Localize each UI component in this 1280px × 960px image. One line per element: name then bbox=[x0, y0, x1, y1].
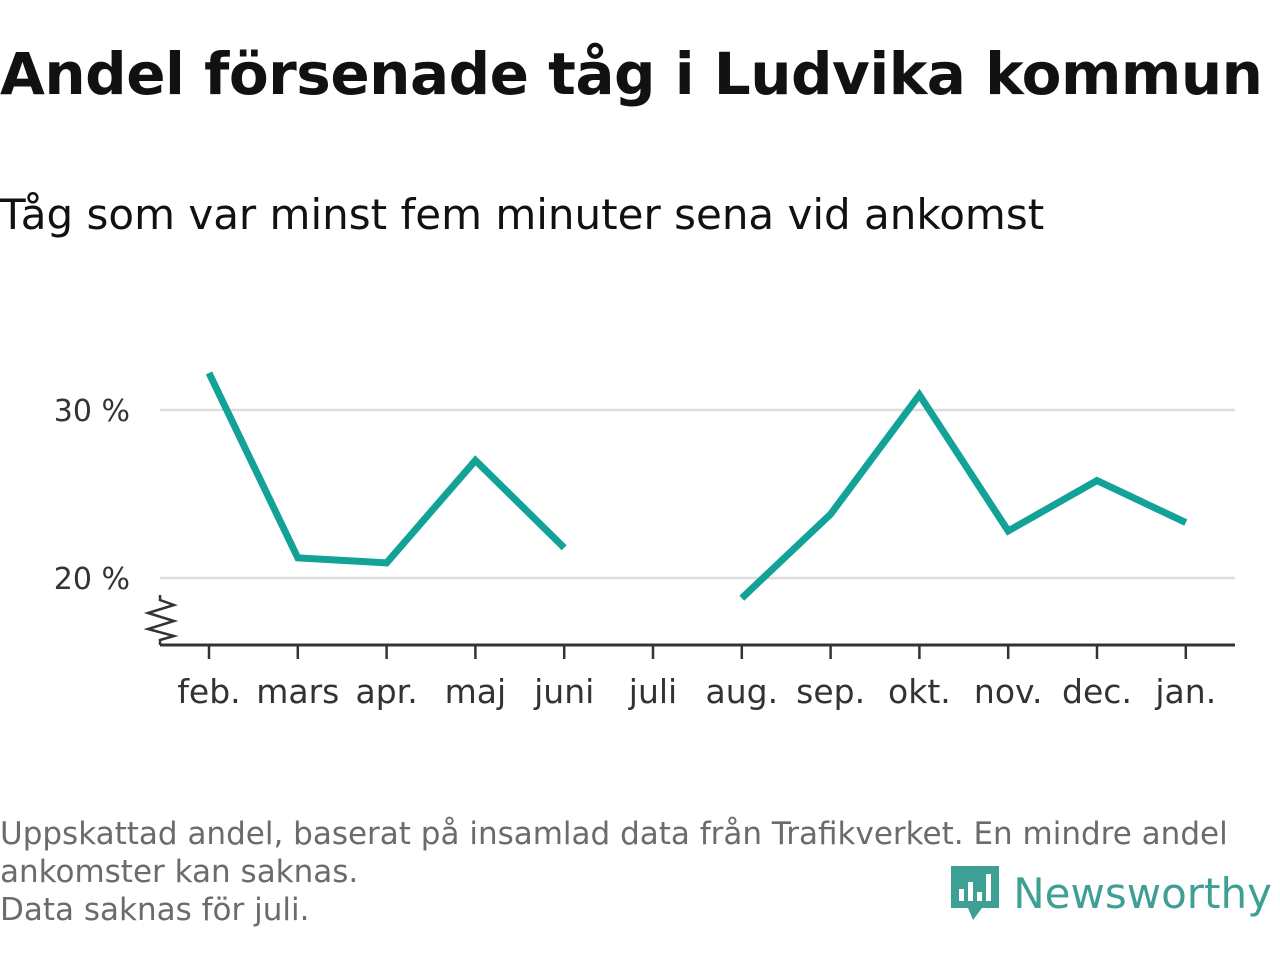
axis-break-mark bbox=[143, 595, 179, 645]
footnote-line-3: Data saknas för juli. bbox=[0, 892, 310, 928]
chart-title: Andel försenade tåg i Ludvika kommun bbox=[0, 40, 1263, 108]
series-line-segment bbox=[739, 388, 1188, 601]
gridlines bbox=[160, 408, 1235, 580]
line-chart: 20 % 30 % feb. mars apr. maj juni juli aug. sep.… bbox=[54, 371, 1235, 711]
brand-logo: Newsworthy bbox=[949, 862, 1272, 924]
x-tick-label: sep. bbox=[796, 672, 865, 711]
x-tick-label: mars bbox=[256, 672, 339, 711]
chart-subtitle: Tåg som var minst fem minuter sena vid a… bbox=[0, 190, 1045, 239]
newsworthy-logo-icon bbox=[951, 866, 1000, 920]
footnote: Uppskattad andel, baserat på insamlad da… bbox=[0, 815, 1270, 929]
x-tick-label: juli bbox=[628, 672, 677, 711]
x-tick-label: nov. bbox=[974, 672, 1043, 711]
brand-name: Newsworthy bbox=[1013, 868, 1272, 918]
series-line-segment bbox=[205, 371, 567, 567]
x-tick-label: dec. bbox=[1062, 672, 1132, 711]
x-tick-label: jan. bbox=[1154, 672, 1216, 711]
x-tick-label: juni bbox=[533, 672, 594, 711]
x-tick-label: feb. bbox=[177, 672, 240, 711]
series-line bbox=[205, 371, 1188, 601]
x-axis-ticks: feb. mars apr. maj juni juli aug. sep. okt. nov. d… bbox=[177, 645, 1216, 711]
footnote-line-2: ankomster kan saknas. bbox=[0, 854, 359, 890]
x-tick-label: okt. bbox=[888, 672, 951, 711]
x-tick-label: aug. bbox=[706, 672, 779, 711]
x-axis bbox=[143, 595, 1235, 647]
y-axis-ticks: 20 % 30 % bbox=[54, 394, 130, 597]
x-tick-label: maj bbox=[445, 672, 507, 711]
footnote-line-1: Uppskattad andel, baserat på insamlad da… bbox=[0, 816, 1228, 852]
x-tick-label: apr. bbox=[355, 672, 417, 711]
y-tick-label: 20 % bbox=[54, 562, 130, 597]
y-tick-label: 30 % bbox=[54, 394, 130, 429]
